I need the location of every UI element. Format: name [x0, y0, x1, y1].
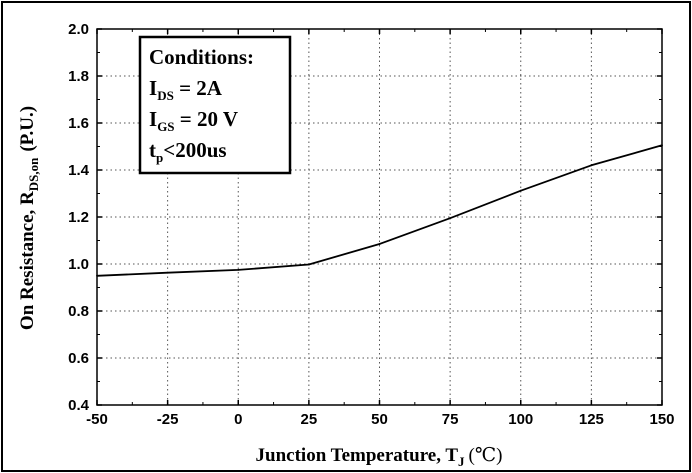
condition-ids-value: = 2A [174, 76, 223, 100]
x-tick-label: 75 [442, 411, 459, 428]
y-tick-label: 1.8 [68, 68, 89, 85]
y-tick-label: 0.8 [68, 303, 89, 320]
condition-ids-main: I [149, 76, 157, 100]
x-axis-title-sub: J [458, 454, 465, 469]
x-axis-title: Junction Temperature, TJ (℃) [256, 445, 503, 469]
axis-ticks [96, 28, 663, 406]
y-tick-label: 1.0 [68, 256, 89, 273]
condition-igs-value: = 20 V [175, 107, 239, 131]
x-tick-label: -25 [157, 411, 179, 428]
condition-tp: tp<200us [149, 138, 227, 165]
y-tick-label: 2.0 [68, 21, 89, 38]
data-point [378, 243, 381, 245]
x-tick-label: 0 [234, 411, 242, 428]
y-tick-labels: 0.4 0.6 0.8 1.0 1.2 1.4 1.6 1.8 2.0 [68, 21, 90, 414]
y-tick-label: 0.6 [68, 350, 89, 367]
y-axis-title-text: On Resistance, R [17, 191, 38, 330]
x-tick-label: 150 [649, 411, 674, 428]
condition-tp-sub: p [156, 150, 163, 165]
x-tick-label: 50 [371, 411, 388, 428]
condition-tp-main: t [149, 138, 156, 162]
y-tick-label: 1.2 [68, 209, 89, 226]
series-layer [96, 144, 663, 277]
condition-ids-sub: DS [157, 88, 174, 103]
x-axis-title-text: Junction Temperature, T [256, 445, 459, 466]
y-axis-title: On Resistance, RDS,on (P.U.) [17, 106, 41, 330]
data-point [449, 217, 452, 220]
y-axis-title-sub: DS,on [26, 157, 41, 191]
data-point [661, 144, 663, 147]
data-point [96, 274, 98, 277]
conditions-heading: Conditions: [149, 45, 254, 69]
conditions-box-border [138, 35, 292, 175]
condition-igs-sub: GS [157, 119, 174, 134]
data-point [519, 189, 522, 192]
data-point [590, 164, 593, 167]
y-axis-title-unit: (P.U.) [17, 106, 38, 152]
x-tick-label: 100 [508, 411, 533, 428]
x-tick-label: 25 [301, 411, 318, 428]
condition-ids: IDS = 2A [149, 76, 223, 103]
data-point [166, 271, 169, 274]
x-tick-labels: -50 -25 0 25 50 75 100 125 150 [86, 411, 674, 428]
data-point [307, 263, 310, 266]
y-tick-label: 1.6 [68, 115, 89, 132]
condition-igs-main: I [149, 107, 157, 131]
x-tick-label: -50 [86, 411, 108, 428]
conditions-box: Conditions: IDS = 2A IGS = 20 V tp<200us [138, 35, 292, 175]
x-tick-label: 125 [579, 411, 604, 428]
y-tick-label: 1.4 [68, 162, 90, 179]
data-point [237, 268, 240, 271]
x-axis-title-unit: (℃) [469, 445, 503, 466]
condition-tp-value: <200us [163, 138, 226, 162]
y-tick-label: 0.4 [68, 397, 90, 414]
condition-igs: IGS = 20 V [149, 107, 238, 134]
